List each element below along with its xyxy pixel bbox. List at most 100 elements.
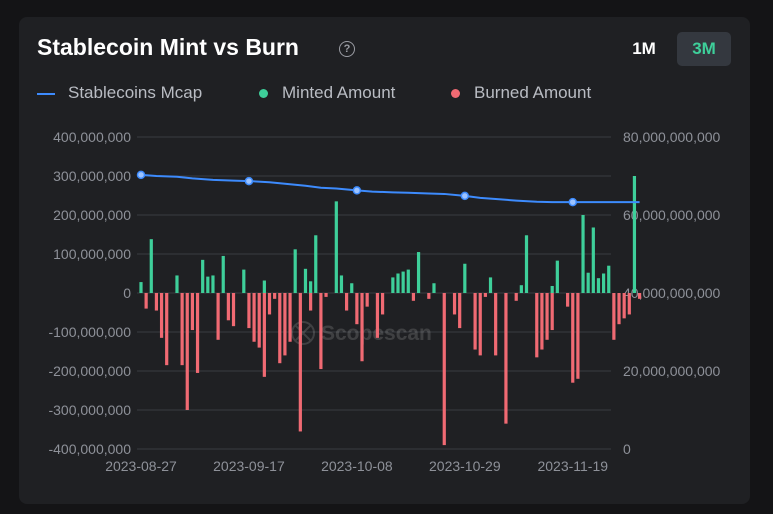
minted-bar [432,283,436,293]
mint-burn-chart: 400,000,000 300,000,000 200,000,000 100,000… [48,129,721,474]
burned-bar [566,293,570,307]
burned-bar [571,293,575,383]
burned-bar [576,293,580,379]
minted-bar [175,275,179,293]
burned-bar [216,293,220,340]
burned-bar [427,293,431,299]
minted-bar [242,269,246,293]
minted-bar [139,282,143,293]
minted-bar [463,263,467,293]
minted-bar [149,239,153,293]
minted-bar [201,259,205,293]
mcap-marker [244,176,254,186]
y-right-tick-label: 60,000,000,000 [623,207,721,223]
minted-bar [596,278,601,293]
burned-bar [288,293,292,342]
y-left-tick-label: 300,000,000 [53,168,131,184]
minted-bar [309,281,313,293]
burned-bar [298,293,302,432]
burned-bar [380,293,385,315]
range-1m-button[interactable]: 1M [632,39,656,58]
mcap-marker [460,191,470,201]
x-tick-label: 2023-08-27 [105,458,177,474]
burned-bar [452,293,457,315]
burned-bar [375,293,380,338]
x-tick-label: 2023-10-29 [429,458,501,474]
burned-bar [309,293,313,311]
minted-bar [519,285,523,293]
legend-label-burned: Burned Amount [474,83,592,102]
y-left-tick-label: -200,000,000 [48,363,131,379]
legend-label-minted: Minted Amount [282,83,396,102]
burned-bar [411,293,416,301]
burned-bar [262,293,266,377]
burned-bar [612,293,616,340]
minted-bar [221,255,225,293]
burned-bar [355,293,359,325]
burned-bar [159,293,164,338]
dot-swatch-icon [259,89,268,98]
watermark-logo-icon [294,324,312,342]
burned-bar [226,293,230,321]
burned-bar [637,293,642,299]
minted-bar [206,276,210,293]
burned-bar [483,293,487,297]
y-left-tick-label: 0 [123,285,131,301]
chart-title: Stablecoin Mint vs Burn [37,34,299,60]
burned-bar [319,293,323,370]
mcap-line [140,173,640,204]
y-left-tick-label: 400,000,000 [53,129,131,145]
burned-bar [473,293,477,350]
burned-bar [190,293,194,331]
burned-bar [627,293,631,315]
burned-bar [545,293,549,340]
dot-swatch-icon [451,89,460,98]
range-3m-button[interactable]: 3M [677,32,731,66]
y-right-tick-label: 40,000,000,000 [623,285,721,301]
minted-bar [262,280,266,293]
y-right-tick-label: 80,000,000,000 [623,129,721,145]
burned-bar [231,293,236,327]
x-tick-label: 2023-09-17 [213,458,285,474]
burned-bar [540,293,544,350]
burned-bar [360,293,364,362]
minted-bar [586,272,590,293]
y-left-tick-label: -100,000,000 [48,324,131,340]
minted-bar [555,260,559,293]
line-swatch-icon [37,93,55,95]
burned-bar [247,293,251,329]
burned-bar [504,293,508,424]
minted-bar [488,277,493,293]
burned-bar [494,293,498,356]
burned-bar [154,293,159,311]
burned-bar [165,293,169,366]
minted-bar [416,252,421,293]
y-left-tick-label: 200,000,000 [53,207,131,223]
minted-bar [391,277,395,293]
minted-bar [632,176,637,293]
burned-bar [324,293,328,297]
burned-bar [550,293,554,331]
burned-bar [185,293,189,410]
minted-bar [293,249,297,293]
burned-bar [257,293,261,348]
burned-bar [283,293,287,356]
minted-bar [406,269,410,293]
minted-bar [591,227,595,293]
y-left-tick-label: -300,000,000 [48,402,131,418]
minted-bar [602,273,606,293]
minted-bar [550,285,554,293]
minted-bar [524,235,529,293]
burned-bar [345,293,349,311]
question-circle-icon[interactable]: ? [339,41,355,57]
burned-bar [252,293,256,342]
burned-bar [144,293,148,309]
burned-bar [365,293,369,307]
x-tick-label: 2023-11-19 [537,458,608,474]
mcap-marker [568,197,578,207]
y-left-tick-label: -400,000,000 [48,441,131,457]
burned-bar [478,293,482,356]
burned-bar [514,293,518,301]
minted-bar [303,268,308,293]
minted-bar [581,215,585,293]
